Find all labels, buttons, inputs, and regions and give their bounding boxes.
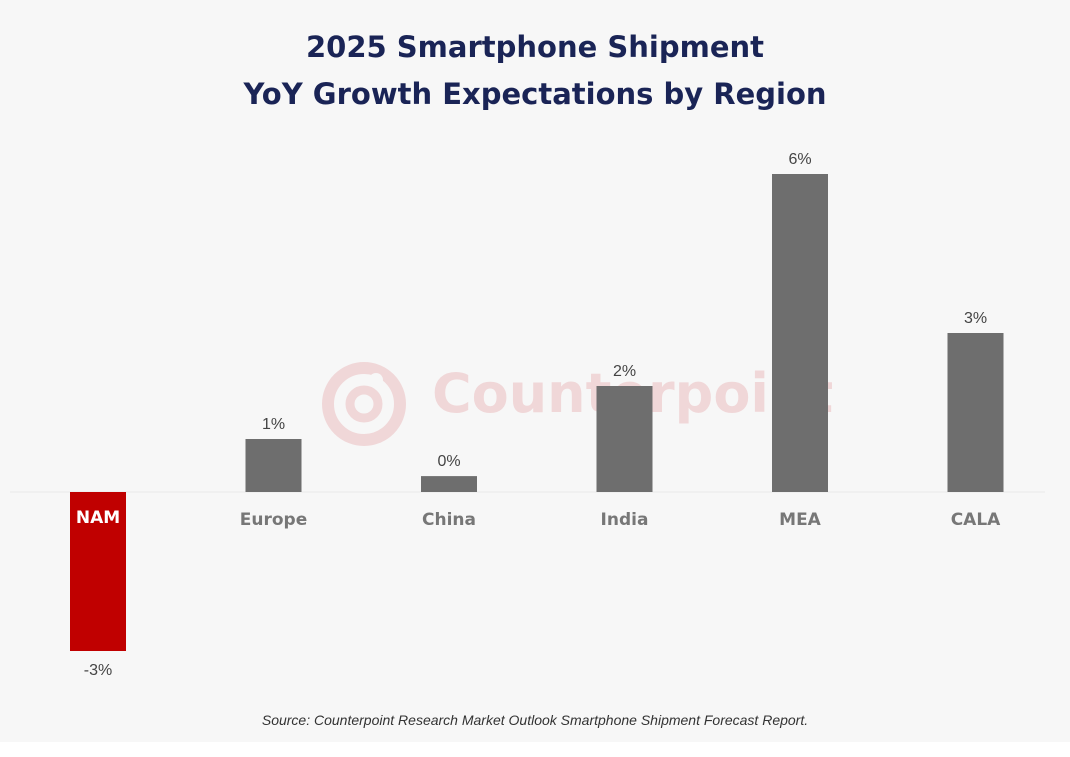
category-label-nam: NAM bbox=[76, 508, 120, 528]
category-label-cala: CALA bbox=[951, 510, 1001, 530]
chart-title-line-1: 2025 Smartphone Shipment bbox=[305, 30, 764, 64]
category-label-europe: Europe bbox=[240, 510, 307, 530]
bar-cala bbox=[947, 333, 1004, 492]
bar-mea bbox=[772, 174, 828, 492]
data-label-mea: 6% bbox=[788, 151, 811, 168]
chart-title-line-2: YoY Growth Expectations by Region bbox=[243, 77, 827, 111]
bar-europe bbox=[245, 439, 302, 492]
data-label-cala: 3% bbox=[964, 310, 987, 327]
data-label-china: 0% bbox=[437, 453, 460, 470]
category-label-india: India bbox=[601, 510, 649, 530]
category-label-china: China bbox=[422, 510, 476, 530]
bar-nam bbox=[70, 492, 126, 651]
data-label-europe: 1% bbox=[262, 416, 285, 433]
data-label-nam: -3% bbox=[84, 662, 112, 679]
category-label-mea: MEA bbox=[779, 510, 822, 530]
bars-group: -3% NAM 1% Europe 0% China 2% India 6% MEA 3% CALA bbox=[70, 151, 1004, 679]
bar-china bbox=[421, 476, 477, 492]
source-note: Source: Counterpoint Research Market Out… bbox=[261, 712, 809, 728]
bar-india bbox=[596, 386, 653, 492]
data-label-india: 2% bbox=[613, 363, 636, 380]
counterpoint-logo-icon bbox=[322, 362, 406, 446]
